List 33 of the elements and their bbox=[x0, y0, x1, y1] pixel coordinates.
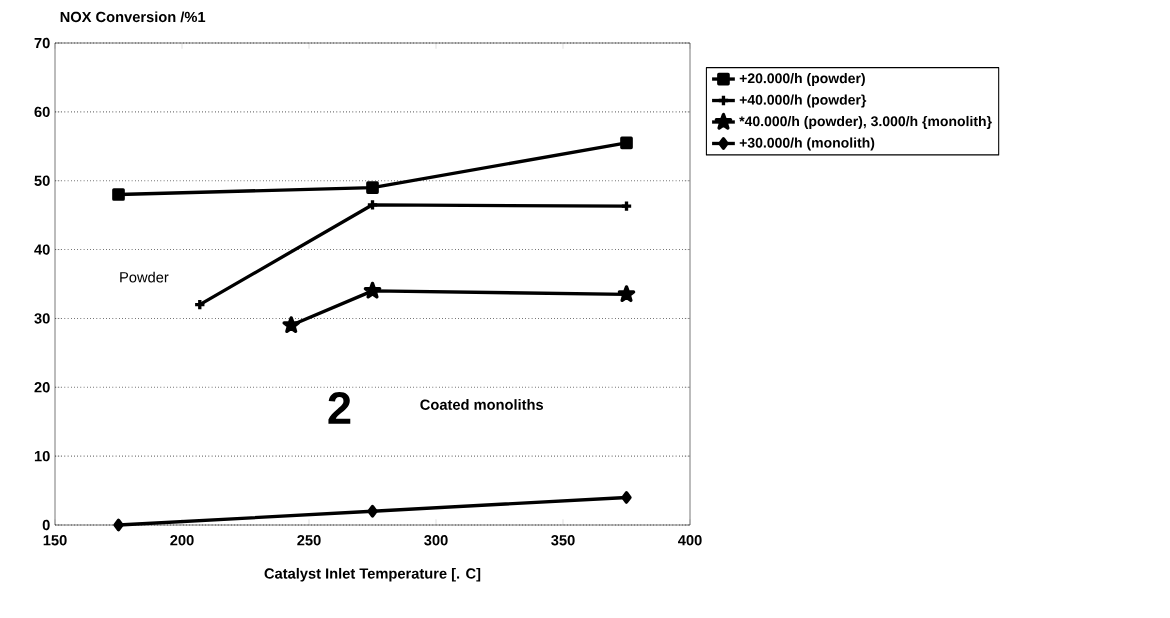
point bbox=[367, 504, 378, 518]
legend-label: +40.000/h (powder} bbox=[739, 94, 867, 108]
x-tick-label: 350 bbox=[551, 535, 575, 546]
point bbox=[617, 285, 636, 303]
point bbox=[366, 198, 379, 212]
point bbox=[366, 181, 379, 194]
legend-label: *40.000/h (powder), 3.000/h {monolith} bbox=[739, 115, 992, 129]
legend-label: +20.000/h (powder) bbox=[739, 72, 865, 87]
annotation: Coated monoliths bbox=[420, 399, 544, 410]
annotation: 2 bbox=[328, 392, 351, 424]
y-tick-label: 50 bbox=[34, 175, 50, 186]
legend-label: +30.000/h (monolith) bbox=[739, 137, 875, 151]
point bbox=[282, 316, 300, 334]
annotation: Powder bbox=[120, 271, 169, 283]
x-axis-title: Catalyst Inlet Temperature [. C] bbox=[264, 567, 481, 582]
y-tick-label: 30 bbox=[34, 313, 50, 324]
y-tick-label: 60 bbox=[34, 106, 50, 118]
y-tick-label: 40 bbox=[34, 244, 50, 255]
x-tick-label: 200 bbox=[170, 535, 194, 546]
y-tick-label: 70 bbox=[34, 37, 50, 49]
x-tick-label: 250 bbox=[297, 535, 321, 546]
point bbox=[621, 491, 632, 504]
point bbox=[112, 188, 125, 201]
y-axis-title: NOX Conversion /%1 bbox=[60, 11, 206, 23]
point bbox=[620, 136, 633, 150]
point bbox=[363, 281, 382, 299]
y-tick-label: 10 bbox=[34, 450, 50, 462]
x-tick-label: 150 bbox=[43, 535, 67, 546]
point bbox=[113, 518, 124, 532]
y-tick-label: 0 bbox=[42, 519, 50, 531]
y-tick-label: 20 bbox=[34, 382, 50, 393]
x-tick-label: 400 bbox=[678, 535, 702, 546]
x-tick-label: 300 bbox=[424, 535, 448, 546]
